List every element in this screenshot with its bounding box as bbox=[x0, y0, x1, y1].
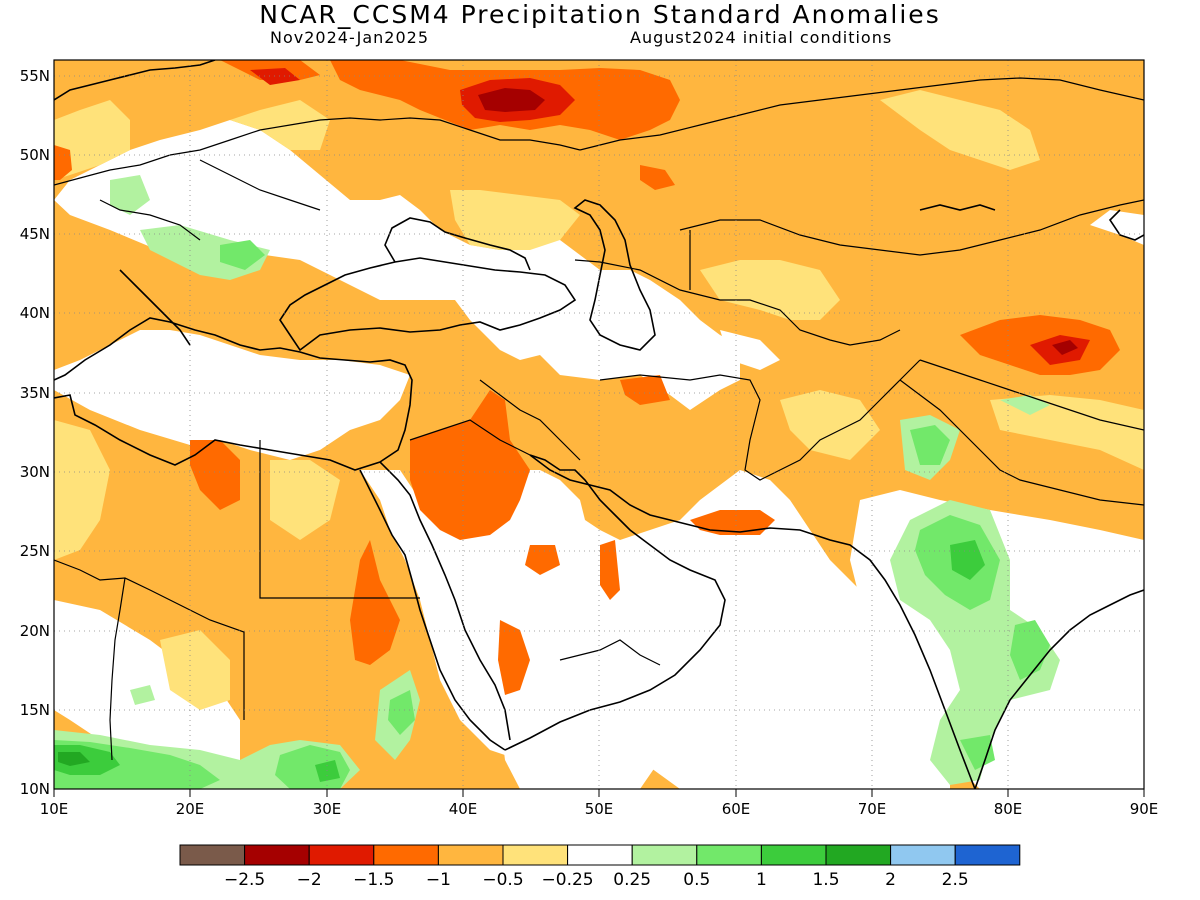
forecast-period: Nov2024-Jan2025 bbox=[270, 28, 429, 47]
colorbar-swatch bbox=[179, 844, 246, 866]
colorbar-label: −0.5 bbox=[482, 870, 523, 890]
colorbar-label: 1.5 bbox=[812, 870, 839, 890]
lon-label: 50E bbox=[585, 800, 614, 818]
lon-label: 90E bbox=[1130, 800, 1159, 818]
colorbar-swatch bbox=[373, 844, 439, 866]
latitude-labels: 55N 50N 45N 40N 35N 30N 25N 20N 15N 10N bbox=[20, 67, 50, 798]
colorbar-swatch bbox=[308, 844, 375, 866]
anomaly-field bbox=[54, 60, 1144, 789]
longitude-labels: 10E 20E 30E 40E 50E 60E 70E 80E 90E bbox=[40, 800, 1159, 818]
lat-label: 25N bbox=[20, 542, 50, 560]
map-title: NCAR_CCSM4 Precipitation Standard Anomal… bbox=[259, 0, 941, 29]
lat-label: 55N bbox=[20, 67, 50, 85]
lon-label: 70E bbox=[858, 800, 887, 818]
lat-label: 30N bbox=[20, 463, 50, 481]
colorbar-label: −2 bbox=[297, 870, 322, 890]
colorbar-swatch bbox=[502, 844, 569, 866]
lon-label: 20E bbox=[176, 800, 205, 818]
axis-ticks bbox=[53, 789, 1145, 797]
colorbar-label: 2.5 bbox=[942, 870, 969, 890]
coastlines bbox=[54, 60, 1144, 789]
colorbar-swatch bbox=[567, 844, 633, 866]
lon-label: 60E bbox=[722, 800, 751, 818]
lon-label: 30E bbox=[313, 800, 342, 818]
colorbar-swatch bbox=[631, 844, 698, 866]
lat-label: 40N bbox=[20, 304, 50, 322]
colorbar-label: −1 bbox=[426, 870, 451, 890]
initial-conditions: August2024 initial conditions bbox=[630, 28, 893, 47]
lon-label: 10E bbox=[40, 800, 69, 818]
lon-label: 80E bbox=[994, 800, 1023, 818]
colorbar-swatch bbox=[760, 844, 827, 866]
colorbar-label: 0.25 bbox=[613, 870, 651, 890]
lon-label: 40E bbox=[449, 800, 478, 818]
colorbar-swatch bbox=[244, 844, 310, 866]
colorbar-swatch bbox=[437, 844, 504, 866]
colorbar: −2.5 −2 −1.5 −1 −0.5 −0.25 0.25 0.5 1 1.5 2 2.5 bbox=[179, 844, 1021, 890]
country-borders bbox=[54, 77, 1144, 761]
lat-label: 15N bbox=[20, 701, 50, 719]
colorbar-label: −2.5 bbox=[224, 870, 265, 890]
lat-label: 50N bbox=[20, 146, 50, 164]
colorbar-label: −1.5 bbox=[353, 870, 394, 890]
colorbar-swatch bbox=[825, 844, 892, 866]
colorbar-label: −0.25 bbox=[542, 870, 594, 890]
lat-label: 20N bbox=[20, 622, 50, 640]
graticule bbox=[54, 60, 1144, 789]
colorbar-label: 1 bbox=[756, 870, 767, 890]
colorbar-swatch bbox=[696, 844, 762, 866]
lat-label: 35N bbox=[20, 384, 50, 402]
colorbar-label: 2 bbox=[885, 870, 896, 890]
colorbar-swatch bbox=[954, 844, 1021, 866]
colorbar-swatch bbox=[890, 844, 956, 866]
lat-label: 10N bbox=[20, 780, 50, 798]
lat-label: 45N bbox=[20, 225, 50, 243]
colorbar-label: 0.5 bbox=[683, 870, 710, 890]
